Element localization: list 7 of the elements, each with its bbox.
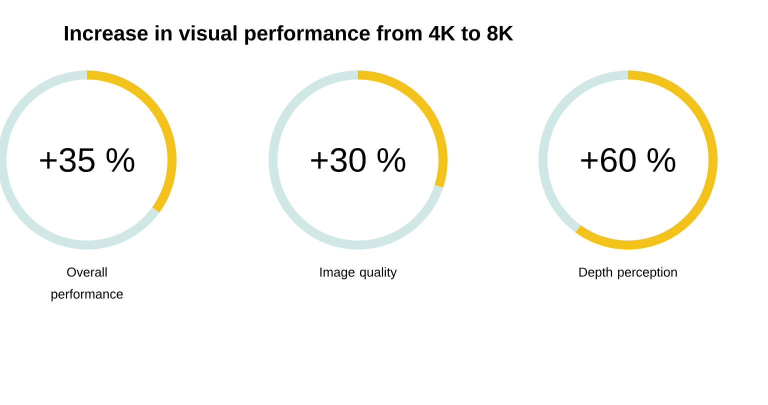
text: +30 % [311,148,406,172]
text: Increase in visual performance from 4K to 8K [64,25,514,45]
text: Image quality [320,267,397,280]
text: Overall performance [51,267,123,302]
text: +35 % [40,148,134,172]
text: +60 % [581,148,676,172]
text: Depth perception [579,267,677,280]
